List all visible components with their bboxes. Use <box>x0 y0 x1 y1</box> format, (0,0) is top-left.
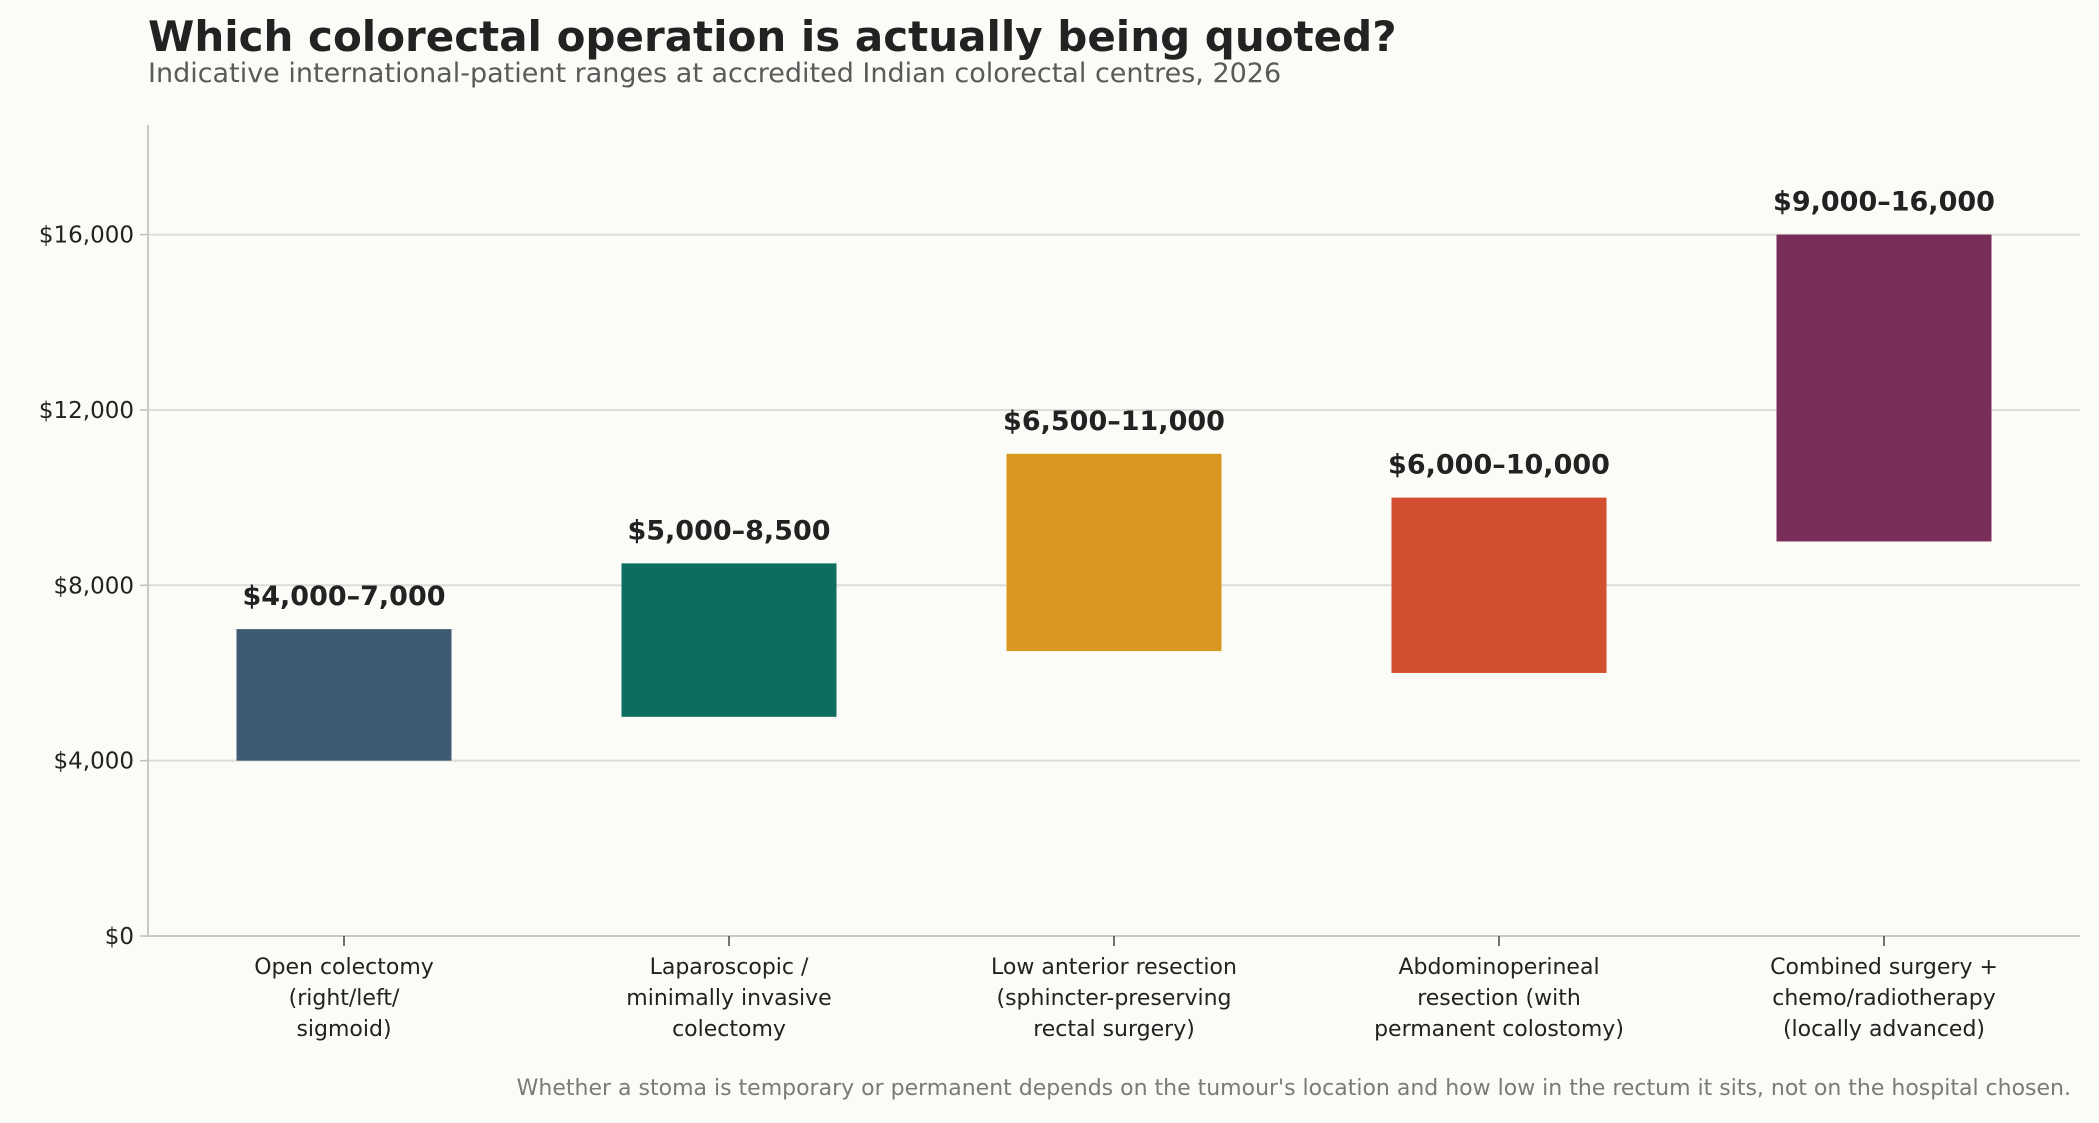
y-tick-label: $4,000 <box>54 749 134 775</box>
y-tick-label: $16,000 <box>39 223 134 249</box>
x-tick-label: Combined surgery + <box>1770 955 1998 980</box>
data-label: $9,000–16,000 <box>1773 187 1995 218</box>
x-tick-label: sigmoid) <box>296 1017 391 1042</box>
x-tick-label: (sphincter-preserving <box>997 986 1232 1011</box>
y-tick-label: $8,000 <box>54 573 134 599</box>
data-label: $6,000–10,000 <box>1388 450 1610 481</box>
x-tick-label: minimally invasive <box>626 986 831 1011</box>
y-tick-label: $0 <box>105 924 134 950</box>
chart-subtitle: Indicative international-patient ranges … <box>148 58 1282 89</box>
range-bar <box>1391 497 1607 673</box>
chart-footnote: Whether a stoma is temporary or permanen… <box>516 1076 2071 1101</box>
chart-title: Which colorectal operation is actually b… <box>148 12 1397 61</box>
x-tick-label: Abdominoperineal <box>1398 955 1599 980</box>
range-bar <box>1006 453 1222 652</box>
x-tick-label: Laparoscopic / <box>650 955 809 980</box>
y-tick-label: $12,000 <box>39 398 134 424</box>
range-bar <box>236 629 452 761</box>
range-bar <box>621 563 837 717</box>
x-tick-label: rectal surgery) <box>1033 1017 1195 1042</box>
x-tick-label: chemo/radiotherapy <box>1772 986 1996 1011</box>
x-tick-label: permanent colostomy) <box>1374 1017 1624 1042</box>
data-label: $5,000–8,500 <box>627 515 830 546</box>
x-tick-label: colectomy <box>672 1017 786 1042</box>
range-bar <box>1776 234 1992 542</box>
x-tick-label: resection (with <box>1417 986 1581 1011</box>
gridlines <box>148 233 2080 762</box>
labels: $0 $4,000 $8,000 $12,000 $16,000 $4,000–7,000… <box>39 187 1998 1042</box>
axes <box>140 125 2080 946</box>
x-tick-label: Low anterior resection <box>991 955 1237 980</box>
x-tick-label: (right/left/ <box>289 986 400 1011</box>
data-label: $4,000–7,000 <box>242 581 445 612</box>
x-tick-label: Open colectomy <box>254 955 434 980</box>
range-bars <box>236 234 1992 761</box>
data-label: $6,500–11,000 <box>1003 406 1225 437</box>
x-tick-label: (locally advanced) <box>1783 1017 1985 1042</box>
